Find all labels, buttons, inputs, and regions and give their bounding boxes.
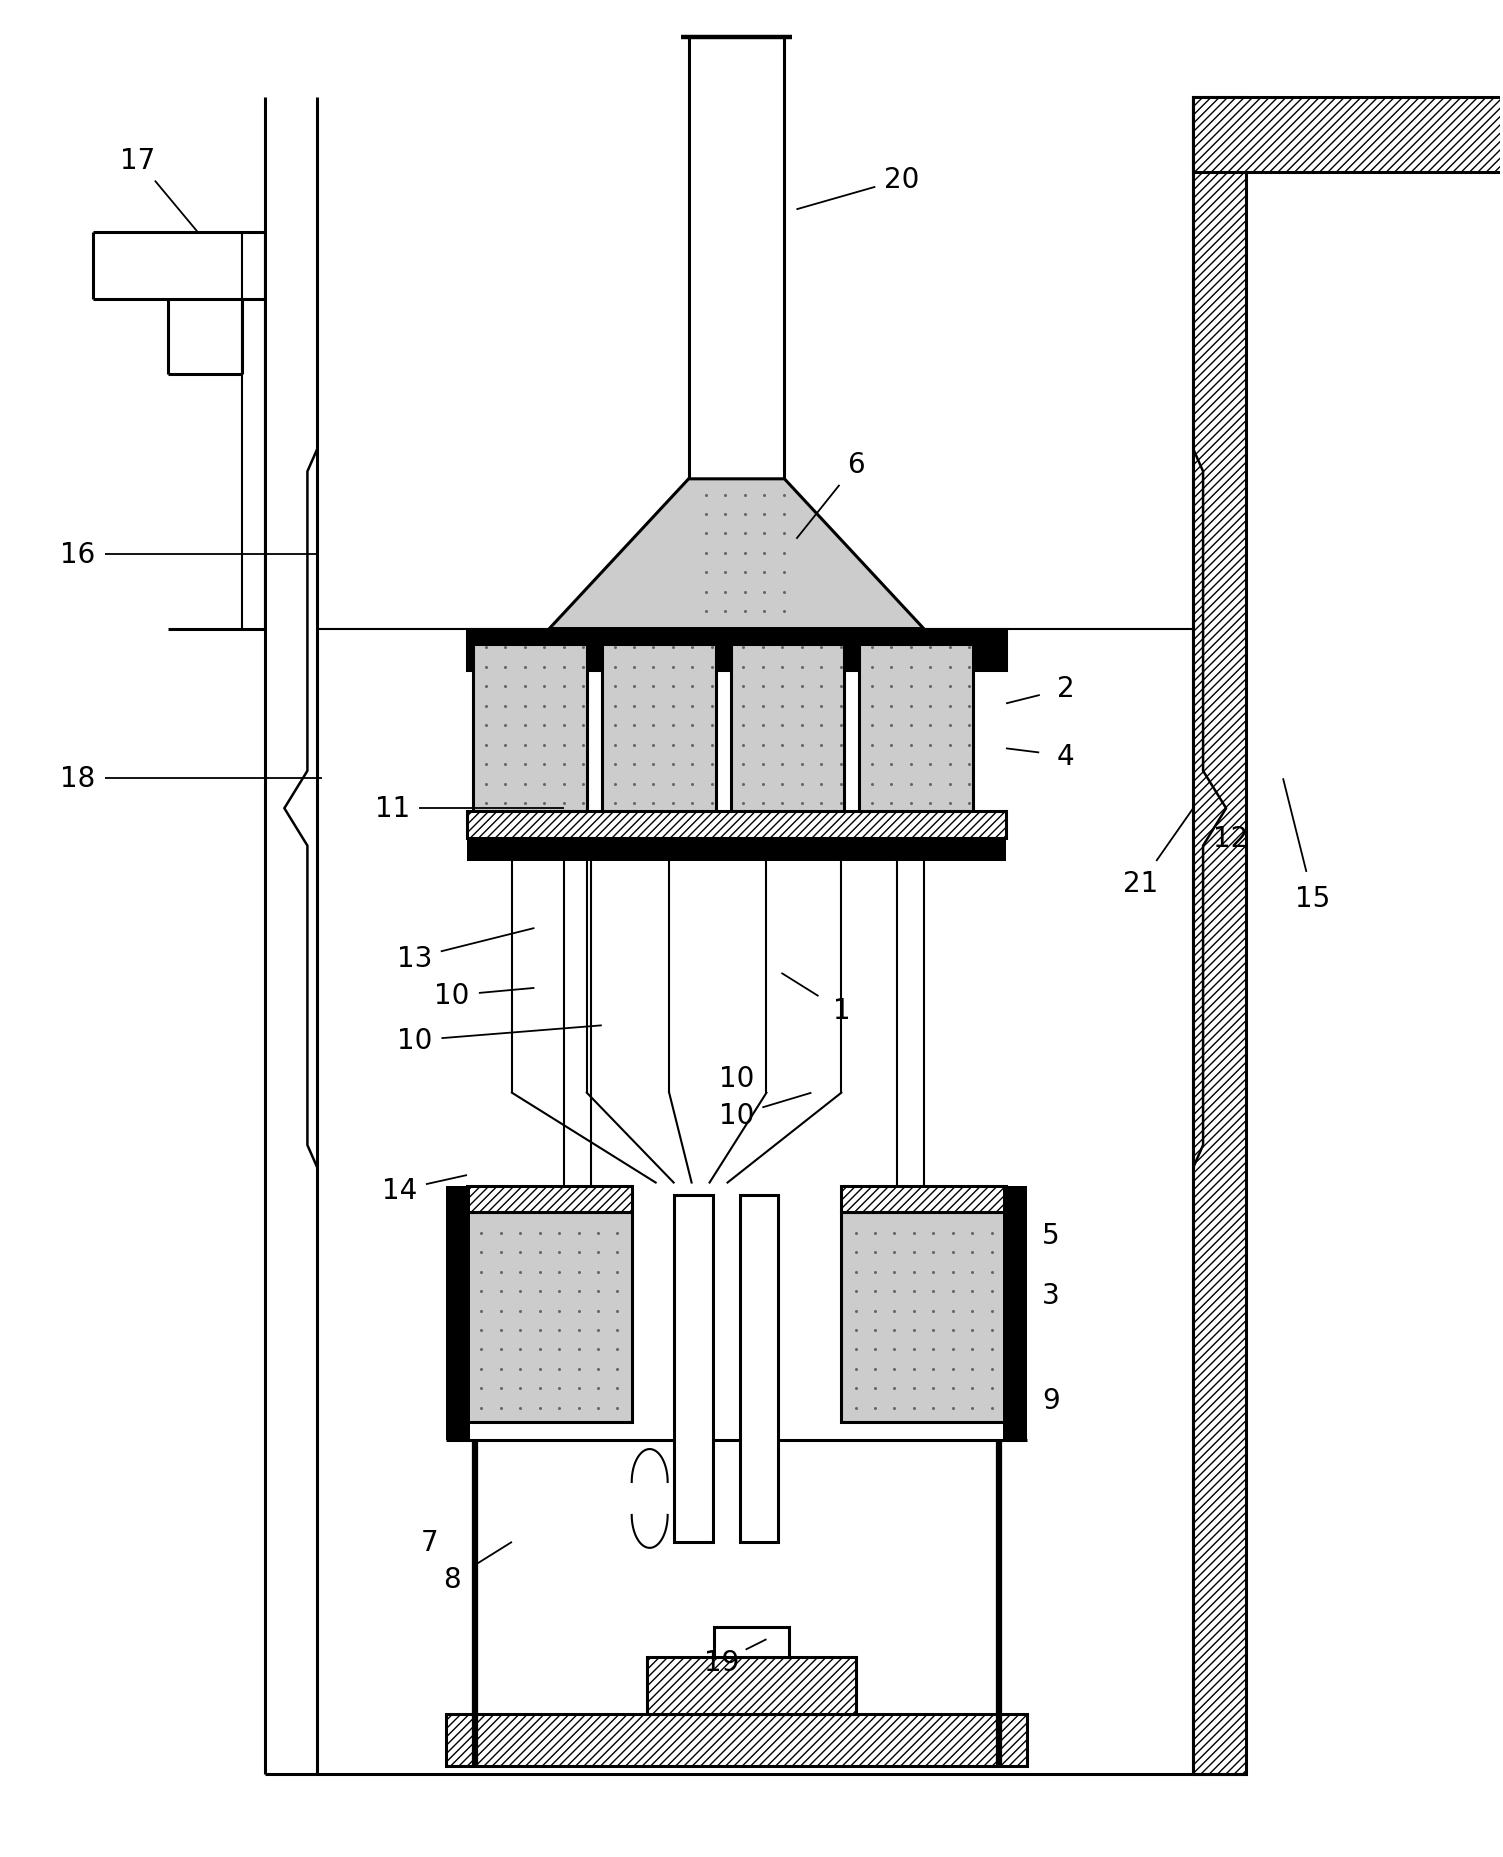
Bar — [860, 644, 972, 817]
Text: 1: 1 — [833, 997, 851, 1025]
Text: 13: 13 — [397, 945, 433, 973]
Bar — [714, 1627, 789, 1656]
Bar — [842, 1213, 1006, 1422]
Text: 12: 12 — [1213, 825, 1249, 852]
Bar — [446, 1187, 470, 1441]
Text: 20: 20 — [884, 167, 918, 195]
Text: 10: 10 — [718, 1064, 755, 1092]
Text: 5: 5 — [1042, 1222, 1060, 1250]
Text: 4: 4 — [1057, 743, 1075, 771]
Text: 7: 7 — [421, 1528, 439, 1556]
Bar — [739, 1194, 779, 1541]
Text: 21: 21 — [1123, 869, 1159, 897]
Bar — [646, 1656, 857, 1714]
Text: 9: 9 — [1042, 1385, 1060, 1413]
Bar — [467, 630, 1006, 670]
Bar — [1193, 98, 1246, 1773]
Bar — [730, 644, 845, 817]
Bar — [467, 839, 1006, 862]
Text: 11: 11 — [374, 795, 410, 823]
Bar — [473, 644, 586, 817]
Text: 10: 10 — [397, 1027, 433, 1055]
Text: 3: 3 — [1042, 1281, 1060, 1309]
Bar — [673, 1194, 712, 1541]
Bar — [1003, 1187, 1027, 1441]
Text: 14: 14 — [382, 1175, 418, 1205]
Text: 16: 16 — [60, 540, 95, 568]
Bar — [842, 1187, 1006, 1213]
Bar — [467, 1187, 631, 1213]
Text: 10: 10 — [434, 982, 470, 1010]
Text: 15: 15 — [1296, 884, 1330, 912]
Text: 6: 6 — [848, 451, 866, 479]
Bar — [446, 1714, 1027, 1766]
Polygon shape — [550, 479, 924, 630]
Bar — [467, 812, 1006, 839]
Text: 10: 10 — [718, 1101, 755, 1129]
Text: 19: 19 — [703, 1647, 739, 1675]
Text: 18: 18 — [60, 765, 95, 793]
Bar — [1193, 98, 1503, 173]
Text: 2: 2 — [1057, 676, 1075, 704]
Text: 8: 8 — [443, 1565, 461, 1593]
Text: 17: 17 — [120, 147, 155, 175]
Bar — [601, 644, 715, 817]
Bar — [467, 1213, 631, 1422]
